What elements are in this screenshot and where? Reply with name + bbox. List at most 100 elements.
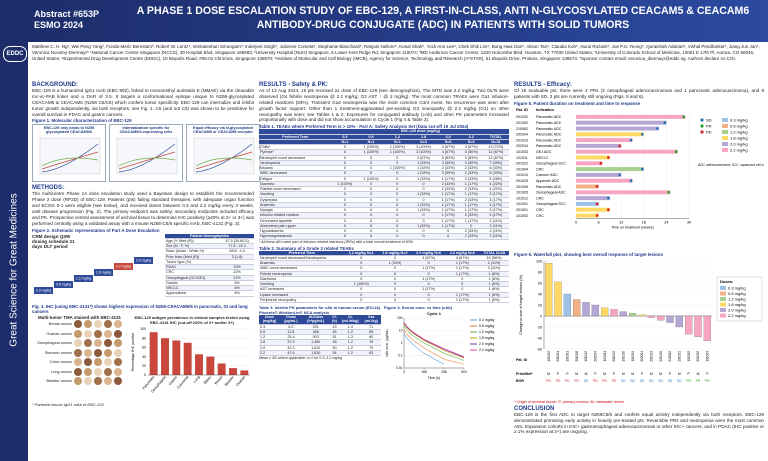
col-1: BACKGROUND: EBC-129 is a humanized IgG1 … bbox=[32, 82, 260, 407]
cell: Anaemia bbox=[259, 202, 332, 209]
patient-id: 101001 bbox=[566, 351, 570, 362]
x-tick-label: Biliary bbox=[203, 375, 212, 385]
row: Anaemia 0 0 0 1 (33%) 1 (17%) 1 (17%) 3 (17%) bbox=[259, 202, 509, 209]
bar bbox=[675, 315, 683, 327]
dose-step-label: 0.6 mg/kg bbox=[56, 282, 71, 286]
prim-met: P bbox=[613, 372, 616, 376]
patient-id: 202004 bbox=[640, 351, 644, 362]
cell: Race (Asian : White,%) bbox=[165, 248, 221, 255]
tma-core bbox=[104, 377, 112, 386]
row: Diarrhea 1 (100%) 0 0 0 2 (33%) 1 (17%) 4 (22%) bbox=[259, 181, 509, 188]
cell: 5 (83%) bbox=[436, 155, 460, 161]
row: Oesophageal (GC/GEJ) 22% bbox=[165, 275, 254, 281]
tagline: Great Science for Great Medicines bbox=[8, 193, 20, 347]
duration-bar bbox=[576, 207, 610, 212]
cell: 1 (33%) bbox=[410, 223, 437, 230]
cell: 2.0 bbox=[259, 345, 281, 351]
cell: 1 (33%) bbox=[410, 202, 437, 209]
cell: 1 (100%) bbox=[344, 281, 379, 288]
cell: 3 (50%) bbox=[459, 160, 483, 167]
cell: 2 (11%) bbox=[482, 223, 509, 230]
patient-id: 101004 bbox=[516, 167, 528, 171]
bor: SD bbox=[630, 379, 635, 383]
cell: 1 (6%) bbox=[479, 276, 509, 283]
cell: 1 (33%) bbox=[410, 176, 437, 182]
row: Race (Asian : White,%) 88.8 : 4.4 bbox=[165, 248, 254, 255]
legend-label: 1.2 mg/kg bbox=[730, 129, 748, 134]
patient-id: 202034 bbox=[594, 351, 598, 362]
indication: CRC bbox=[536, 214, 544, 218]
bor: SD bbox=[640, 379, 645, 383]
cell: 22% bbox=[220, 269, 254, 276]
cell: 0 bbox=[331, 223, 358, 230]
tma-row: Breast cancer bbox=[32, 320, 127, 330]
bar bbox=[601, 307, 609, 316]
demographics-table: Patient Demographics Age (Y: Med (R)) 57.5… bbox=[165, 233, 254, 297]
cell: 1 (100%) bbox=[384, 144, 411, 151]
header-row: Preferred Term 0.3 0.6 1.2 1.8 2.0 2.2 TOTAL bbox=[259, 134, 509, 140]
indication: Pancreatic ADC bbox=[536, 121, 562, 125]
y-tick-label: 0 bbox=[144, 373, 146, 377]
cell: 3 (17%) bbox=[482, 207, 509, 214]
x-tick-label: 336 bbox=[441, 370, 447, 374]
prim-met: P bbox=[669, 372, 672, 376]
series-line bbox=[403, 323, 465, 359]
bar bbox=[629, 312, 637, 316]
duration-bar bbox=[576, 143, 622, 148]
legend-title: Doses: bbox=[720, 279, 733, 284]
y-tick-label: 0.1 bbox=[398, 354, 403, 358]
cell: WBC decreased bbox=[259, 170, 332, 177]
row: 0.3 6.2 201 43 1.4 71 bbox=[259, 324, 381, 330]
cell: 466 bbox=[301, 329, 330, 336]
prim-met: M bbox=[575, 372, 578, 376]
cell: 3 (50%) bbox=[436, 160, 460, 167]
row: 1.8 37.9 1,480 48 1.2 76 bbox=[259, 339, 381, 346]
cell: 57.5 (30-80.3) bbox=[220, 238, 254, 245]
y-axis-label: Percentage IHC positive bbox=[131, 332, 135, 371]
cell: 77.8 : 22.2 bbox=[220, 243, 254, 250]
tma-core bbox=[74, 367, 82, 376]
column-header: 0.3 bbox=[331, 134, 358, 140]
table-3: Dose (mg/kg) Cmax (µg/mL) AUClast (h*µg/mL… bbox=[259, 315, 381, 357]
column-header: 2.0 mg/kg N=6 bbox=[411, 250, 446, 256]
row: Nausea 0 0 1 (100%) 1 (33%) 2 (33%) 2 (33%) 6 (… bbox=[259, 165, 509, 172]
cell: Abdominal pain upper bbox=[259, 223, 332, 230]
row: Abdominal pain upper 0 0 0 1 (33%) 1 (17%) 0 2 … bbox=[259, 223, 509, 230]
cell: WBC count decreased bbox=[259, 265, 345, 272]
row: PDAC 33% bbox=[165, 264, 254, 271]
row-label: BOR bbox=[516, 379, 524, 383]
cell: 0 bbox=[436, 233, 460, 240]
legend-label: PR bbox=[706, 123, 712, 128]
cell: 3 (50%) bbox=[459, 149, 483, 156]
logo: EDDC bbox=[3, 46, 27, 62]
patient-id: 201022 bbox=[612, 351, 616, 362]
legend-label: 2.2 mg/kg bbox=[479, 348, 494, 352]
y-tick-label: 60 bbox=[142, 345, 146, 349]
row: Tumor type (%) bbox=[165, 259, 254, 266]
row: Fatigue 0 1 (100%) 0 1 (33%) 1 (17%) 2 (33%) 5 … bbox=[259, 176, 509, 182]
tma-core bbox=[104, 348, 112, 357]
prim-met: P bbox=[688, 372, 691, 376]
indication: Oesophageal SCC bbox=[536, 161, 566, 165]
cell: 0 bbox=[378, 286, 412, 293]
cell: 0 bbox=[358, 218, 385, 224]
cell: Diarrhea bbox=[259, 181, 332, 188]
legend-label: 1.8 mg/kg bbox=[730, 135, 748, 140]
cell: 0 bbox=[331, 197, 358, 203]
cell: 0.6 bbox=[259, 329, 281, 336]
row: Peripheral neuropathy 0 0 0 1 (17%) 1 (6%) bbox=[259, 297, 509, 304]
bar bbox=[554, 281, 562, 316]
cell: 0 bbox=[331, 149, 358, 156]
panel-curve bbox=[41, 144, 99, 173]
bor: SD bbox=[584, 379, 589, 383]
cell: 3 (1-8) bbox=[220, 254, 254, 260]
column-header: Dose (mg/kg) bbox=[259, 315, 281, 325]
panel-curve bbox=[41, 152, 99, 170]
cell: 0 bbox=[384, 212, 411, 219]
cell: 0 bbox=[358, 181, 385, 188]
tma-row: Bladder cancer bbox=[32, 377, 127, 387]
cell: Sex (M : F, %) bbox=[165, 243, 221, 250]
row: Gastric 6% bbox=[165, 280, 254, 287]
cell: 0 bbox=[344, 297, 379, 304]
